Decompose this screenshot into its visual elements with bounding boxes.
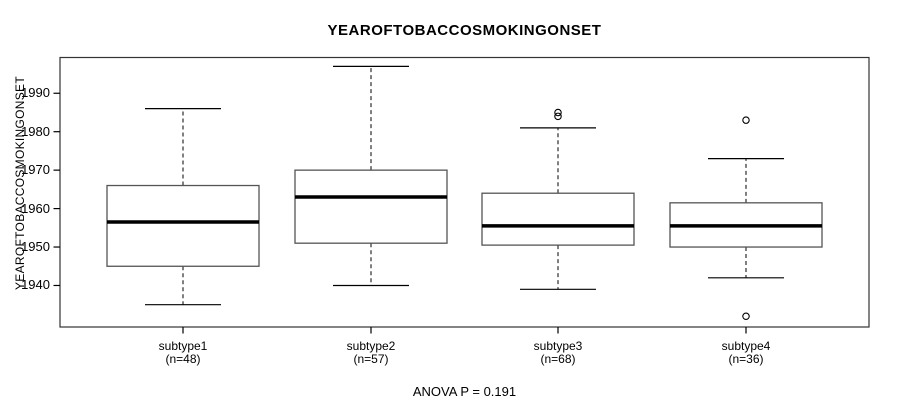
y-tick-label: 1990 xyxy=(21,85,50,101)
group-name: subtype2 xyxy=(346,339,396,353)
y-tick-label: 1980 xyxy=(21,123,50,139)
iqr-box-subtype1 xyxy=(106,184,260,267)
chart-title: YEAROFTOBACCOSMOKINGONSET xyxy=(327,22,602,39)
outlier-point xyxy=(742,116,750,124)
group-n: (n=36) xyxy=(728,352,764,366)
outlier-point xyxy=(742,312,750,320)
group-n: (n=57) xyxy=(353,352,389,366)
y-tick-label: 1970 xyxy=(21,162,50,178)
y-tick-label: 1960 xyxy=(21,200,50,216)
x-group-label: subtype4 (n=36) xyxy=(686,340,806,366)
group-name: subtype4 xyxy=(721,339,771,353)
group-n: (n=68) xyxy=(540,352,576,366)
x-group-label: subtype2 (n=57) xyxy=(311,340,431,366)
anova-p-text: ANOVA P = 0.191 xyxy=(412,384,517,399)
iqr-box-subtype2 xyxy=(294,169,448,244)
y-axis-label: YEAROFTOBACCOSMOKINGONSET xyxy=(13,76,27,290)
outlier-point xyxy=(554,108,562,117)
x-group-label: subtype3 (n=68) xyxy=(498,340,618,366)
group-name: subtype3 xyxy=(533,339,583,353)
y-tick-label: 1950 xyxy=(21,239,50,255)
outlier-point xyxy=(554,112,562,121)
group-name: subtype1 xyxy=(158,339,208,353)
plot-frame xyxy=(59,56,870,328)
x-group-label: subtype1 (n=48) xyxy=(123,340,243,366)
y-tick-label: 1940 xyxy=(21,277,50,293)
group-n: (n=48) xyxy=(165,352,201,366)
iqr-box-subtype3 xyxy=(481,192,635,246)
